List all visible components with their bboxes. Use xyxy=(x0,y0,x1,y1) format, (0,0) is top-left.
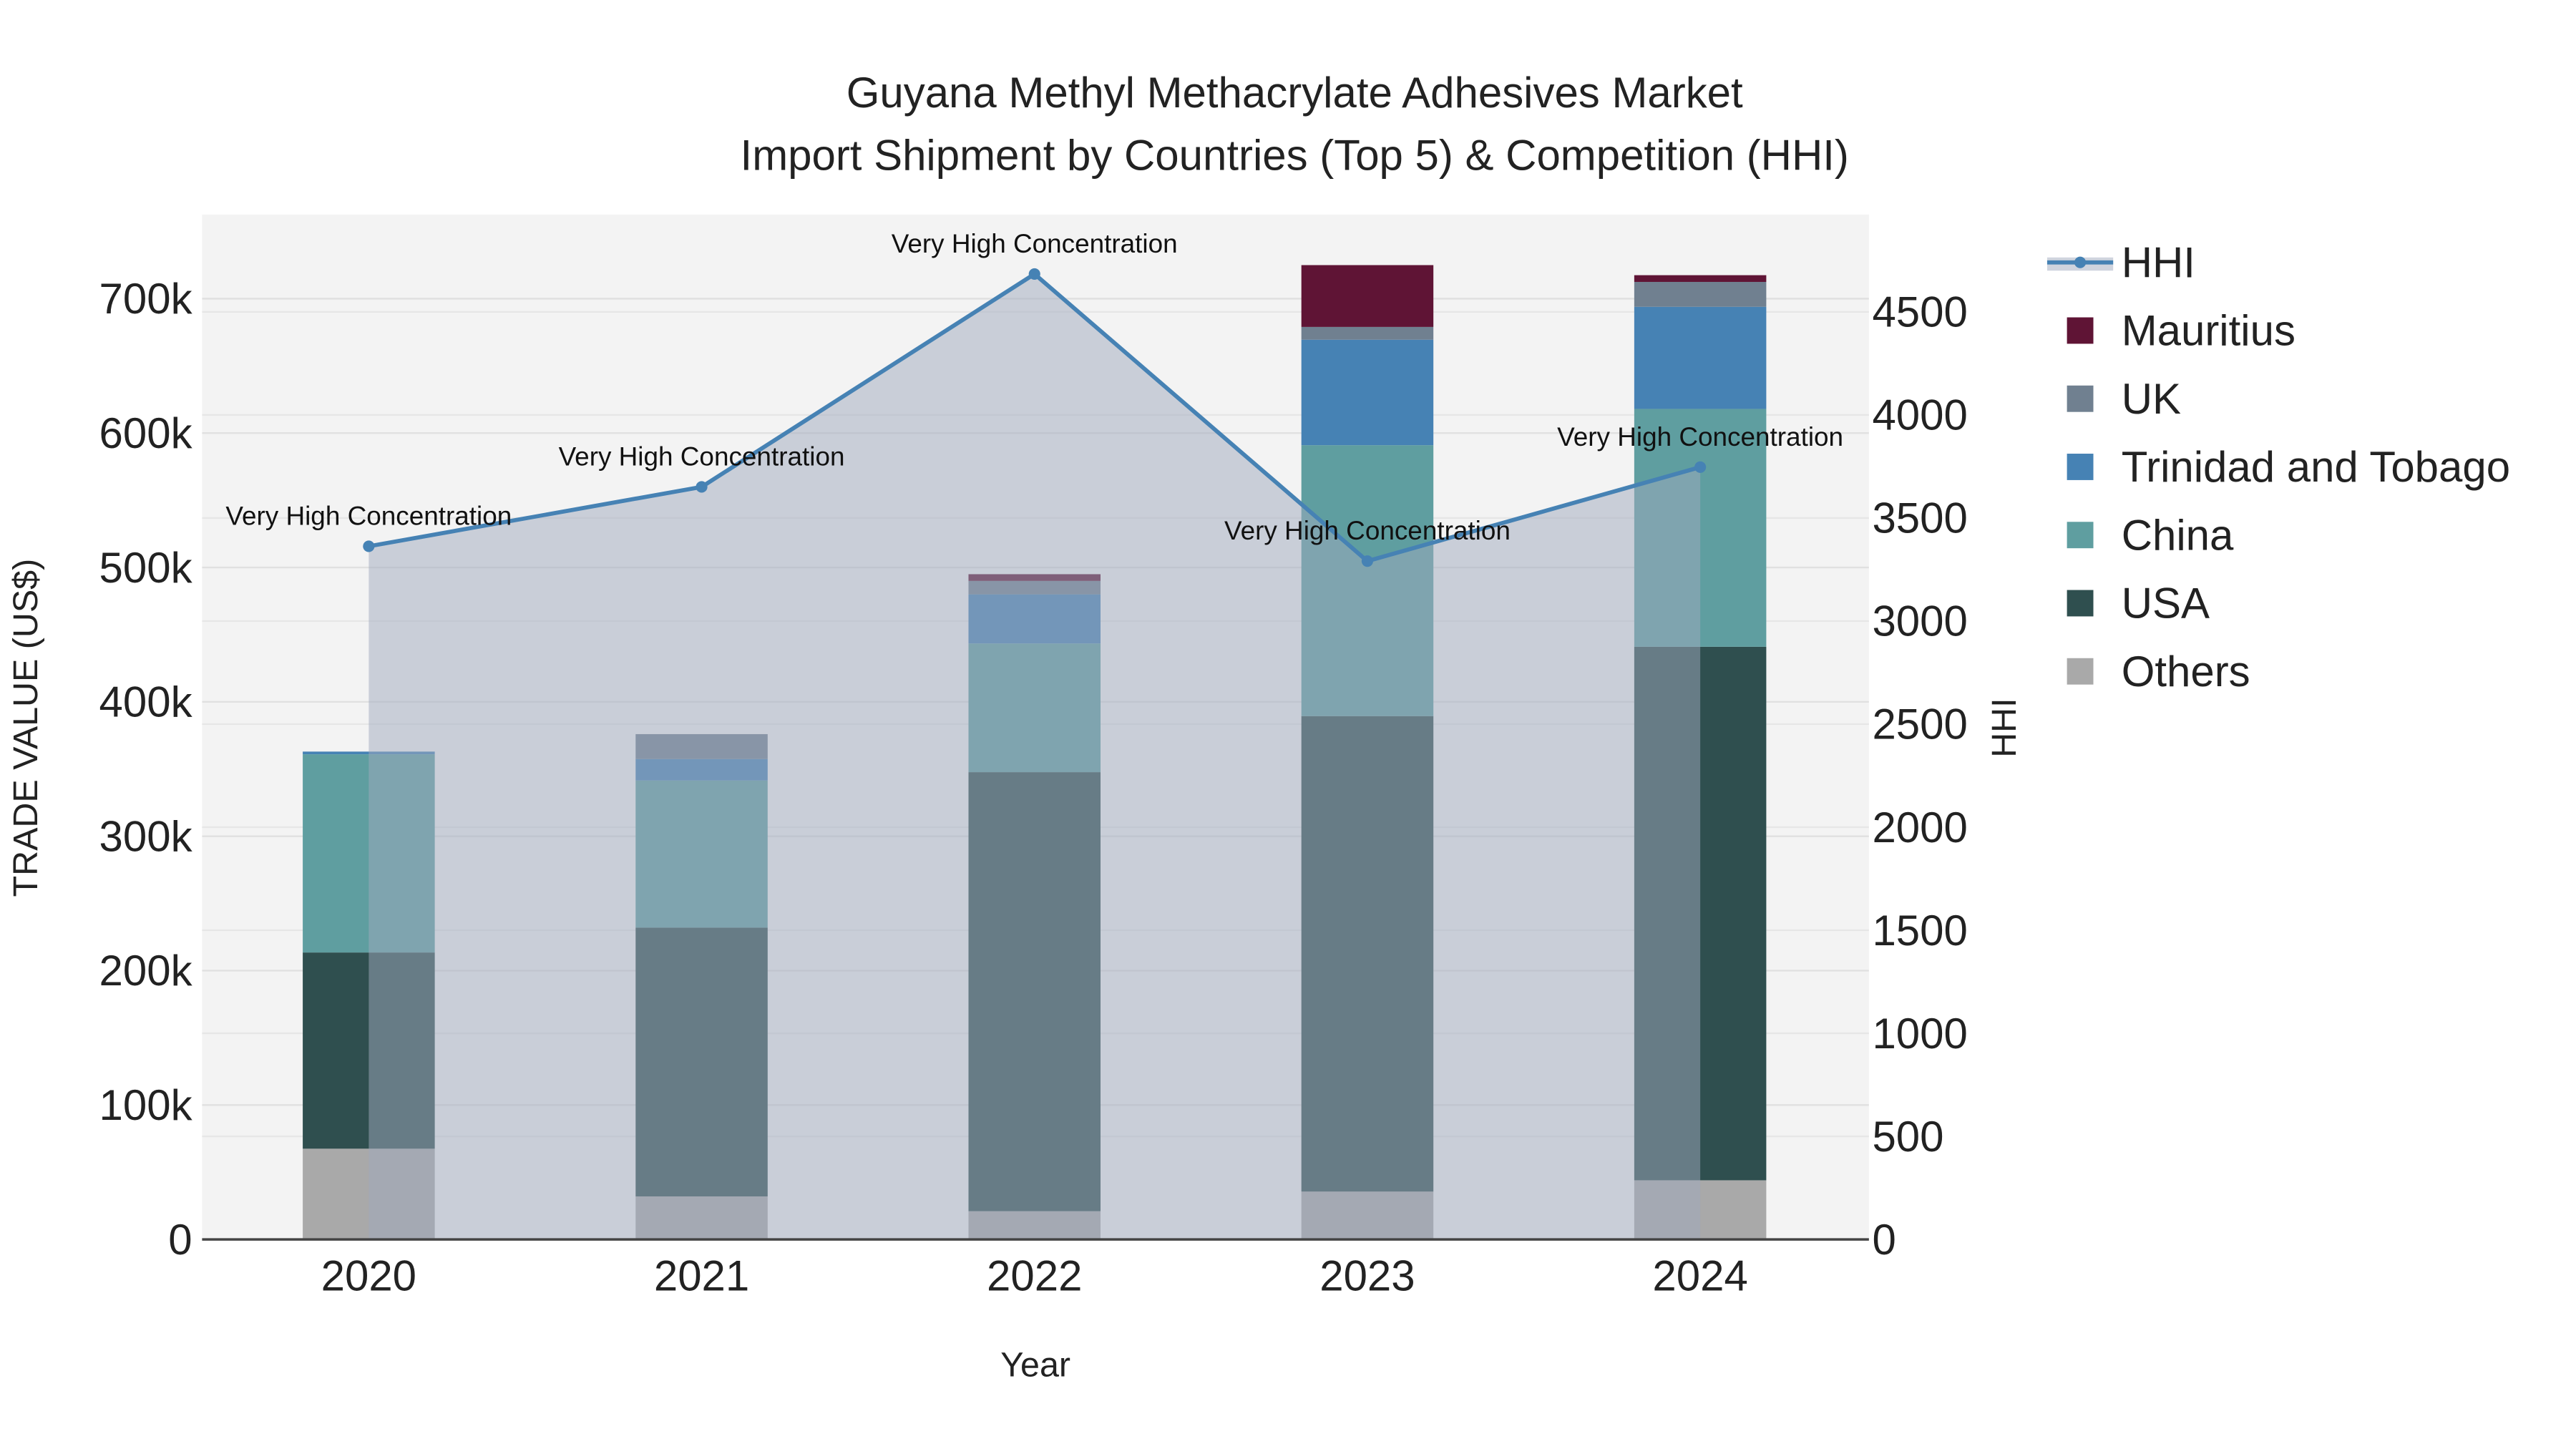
bar-trinidad-and-tobago-2020[interactable] xyxy=(303,751,435,755)
legend-item-mauritius[interactable]: Mauritius xyxy=(2067,307,2296,355)
hhi-area xyxy=(369,273,1701,1240)
legend-label: UK xyxy=(2122,375,2181,423)
y2-tick-label: 1000 xyxy=(1872,1010,1967,1058)
legend-item-usa[interactable]: USA xyxy=(2067,580,2210,628)
hhi-point-2022[interactable] xyxy=(1028,268,1040,280)
legend-swatch xyxy=(2067,522,2094,549)
chart-title: Guyana Methyl Methacrylate Adhesives Mar… xyxy=(847,69,1743,117)
legend-swatch xyxy=(2067,658,2094,685)
y2-tick-label: 1500 xyxy=(1872,907,1967,955)
y-tick-label: 400k xyxy=(99,678,193,726)
y-tick-label: 200k xyxy=(99,947,193,995)
legend-swatch xyxy=(2067,317,2094,344)
y2-tick-label: 4500 xyxy=(1872,288,1967,336)
legend-swatch xyxy=(2067,454,2094,480)
legend-item-uk[interactable]: UK xyxy=(2067,375,2181,423)
x-tick-label: 2020 xyxy=(321,1252,416,1300)
x-tick-label: 2022 xyxy=(987,1252,1082,1300)
legend-label: Mauritius xyxy=(2122,307,2296,355)
hhi-point-2021[interactable] xyxy=(696,481,708,493)
legend-label: HHI xyxy=(2122,238,2195,286)
bar-mauritius-2024[interactable] xyxy=(1634,275,1767,282)
legend: HHI Mauritius UK Trinidad and Tobago China US… xyxy=(2046,238,2510,696)
y2-tick-label: 3500 xyxy=(1872,494,1967,542)
legend-item-trinidad-and-tobago[interactable]: Trinidad and Tobago xyxy=(2067,443,2510,491)
legend-item-others[interactable]: Others xyxy=(2067,648,2250,696)
hhi-annotation: Very High Concentration xyxy=(1224,516,1511,545)
y2-axis-title: HHI xyxy=(1985,698,2024,757)
axes: 0 100k 200k 300k 400k 500k 600k 700k 0 500 1000 150… xyxy=(99,275,1968,1299)
y2-tick-label: 3000 xyxy=(1872,597,1967,645)
y2-tick-label: 500 xyxy=(1872,1113,1943,1161)
y-tick-label: 300k xyxy=(99,812,193,860)
legend-label: Others xyxy=(2122,648,2250,696)
y2-tick-label: 2000 xyxy=(1872,804,1967,852)
legend-marker xyxy=(2074,256,2087,268)
legend-swatch xyxy=(2067,385,2094,412)
bar-mauritius-2023[interactable] xyxy=(1301,265,1434,327)
hhi-point-2024[interactable] xyxy=(1694,461,1707,473)
legend-swatch xyxy=(2067,590,2094,617)
x-axis-title: Year xyxy=(1000,1346,1070,1385)
y2-tick-label: 2500 xyxy=(1872,701,1967,748)
bar-uk-2023[interactable] xyxy=(1301,326,1434,340)
y2-tick-label: 4000 xyxy=(1872,391,1967,439)
legend-label: Trinidad and Tobago xyxy=(2122,443,2510,491)
y2-tick-label: 0 xyxy=(1872,1216,1896,1264)
bar-uk-2024[interactable] xyxy=(1634,281,1767,307)
chart-subtitle: Import Shipment by Countries (Top 5) & C… xyxy=(741,132,1849,180)
bar-trinidad-and-tobago-2023[interactable] xyxy=(1301,339,1434,446)
x-tick-label: 2023 xyxy=(1319,1252,1415,1300)
legend-item-china[interactable]: China xyxy=(2067,511,2234,559)
bar-trinidad-and-tobago-2024[interactable] xyxy=(1634,306,1767,409)
y-tick-label: 100k xyxy=(99,1081,193,1129)
hhi-annotation: Very High Concentration xyxy=(1557,422,1843,452)
y-tick-label: 500k xyxy=(99,544,193,592)
hhi-annotation: Very High Concentration xyxy=(892,229,1178,258)
y-tick-label: 0 xyxy=(168,1216,192,1264)
y-tick-label: 700k xyxy=(99,275,193,323)
hhi-point-2023[interactable] xyxy=(1361,555,1374,567)
x-tick-label: 2021 xyxy=(654,1252,749,1300)
hhi-point-2020[interactable] xyxy=(363,540,375,552)
x-tick-label: 2024 xyxy=(1652,1252,1747,1300)
hhi-annotation: Very High Concentration xyxy=(559,441,845,471)
hhi-annotation: Very High Concentration xyxy=(225,501,512,530)
y-tick-label: 600k xyxy=(99,409,193,457)
legend-label: China xyxy=(2122,511,2234,559)
legend-label: USA xyxy=(2122,580,2210,628)
legend-item-hhi[interactable]: HHI xyxy=(2046,238,2195,286)
y-axis-title: TRADE VALUE (US$) xyxy=(6,559,45,897)
hhi-series: Very High Concentration Very High Concent… xyxy=(225,229,1843,1240)
